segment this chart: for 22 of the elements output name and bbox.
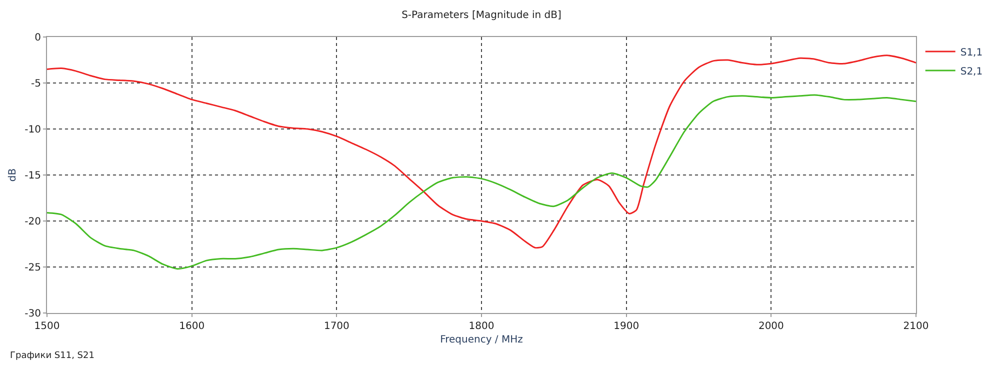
legend-label: S2,1 [960, 66, 983, 78]
x-tick-label: 1500 [34, 321, 60, 332]
y-tick-label: -25 [24, 262, 41, 274]
y-tick-label: -30 [24, 308, 41, 320]
y-tick-label: -10 [24, 124, 41, 136]
x-tick-label: 1900 [614, 321, 640, 332]
y-tick-label: -15 [24, 170, 41, 182]
line-series [47, 54, 916, 248]
x-tick-label: 1800 [468, 321, 494, 332]
x-tick-label: 2100 [903, 321, 929, 332]
y-axis-title: dB [8, 168, 19, 182]
x-tick-label: 2000 [758, 321, 784, 332]
y-tick-label: 0 [34, 32, 41, 44]
x-axis-title: Frequency / MHz [440, 334, 523, 346]
line-series [47, 94, 916, 270]
chart-title: S-Parameters [Magnitude in dB] [402, 10, 562, 22]
y-tick-label: -5 [31, 78, 41, 90]
y-tick-label: -20 [24, 216, 41, 228]
x-tick-label: 1600 [179, 321, 205, 332]
text: Графики S11, S21 [10, 351, 94, 361]
legend-label: S1,1 [960, 47, 983, 58]
x-tick-label: 1700 [324, 321, 350, 332]
